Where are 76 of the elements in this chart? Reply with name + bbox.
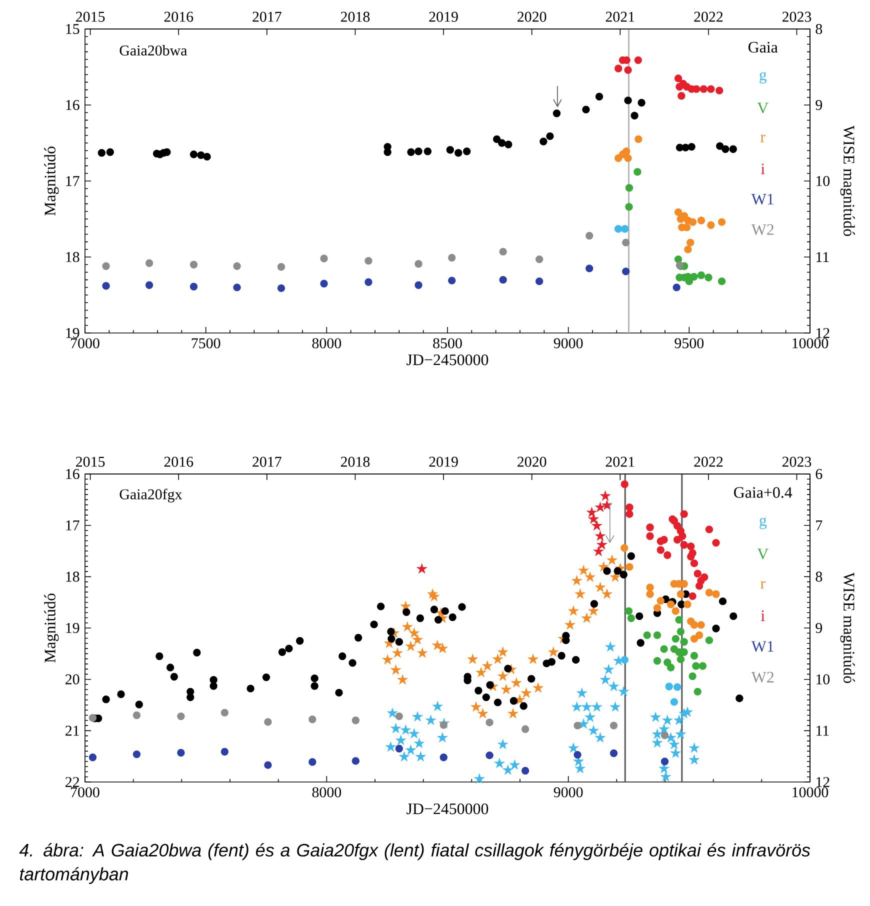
y2-tick-label: 11 [816,252,829,262]
text: Gaia+0.4 [734,487,792,498]
x-tick-label: 8000 [312,338,342,348]
x2-tick-label: 2018 [340,12,370,22]
x-tick-label: 9500 [674,338,704,348]
y-tick-label: 16 [66,100,80,110]
x-axis-title: JD−2450000 [406,354,488,366]
y2-tick-label: 10 [816,674,830,684]
y-tick-label: 22 [66,777,79,787]
x2-tick-label: 2018 [340,456,370,467]
text: Gaia [748,42,778,53]
x-tick-label: 7500 [192,338,220,348]
text: W1 [751,194,774,205]
text: Gaia20bwa [120,45,188,56]
y2-tick-label: 8 [816,24,822,34]
x2-tick-label: 2015 [76,456,105,467]
y2-tick-label: 9 [816,622,822,634]
y2-tick-label: 10 [816,176,830,186]
x-tick-label: 7000 [71,338,100,348]
x2-tick-label: 2023 [782,456,812,467]
text: W2 [751,224,774,236]
text: r [760,134,766,142]
y-tick-label: 16 [66,469,80,480]
y-tick-label: 19 [66,328,80,338]
y2-tick-label: 12 [816,777,830,787]
x2-tick-label: 2017 [252,456,282,467]
y-tick-label: 15 [66,24,80,34]
y2-axis-title: WISE magnitúdó [840,125,855,236]
x2-tick-label: 2021 [606,456,634,467]
y-tick-label: 17 [66,176,80,186]
x-tick-label: 10000 [792,787,828,798]
y-tick-label: 17 [66,520,80,530]
y-tick-label: 21 [66,726,79,736]
x2-tick-label: 2016 [164,456,194,467]
text: V [757,548,768,560]
x2-tick-label: 2015 [76,12,105,22]
y2-tick-label: 7 [816,520,822,530]
x-tick-label: 8000 [312,787,342,798]
x2-tick-label: 2023 [782,12,812,22]
text: W1 [751,641,774,652]
x-tick-label: 7000 [71,787,100,798]
y-tick-label: 20 [66,674,80,684]
y2-tick-label: 12 [816,328,830,338]
x2-tick-label: 2021 [606,12,634,22]
text: g [760,72,767,84]
y-tick-label: 18 [66,572,80,582]
x2-tick-label: 2016 [164,12,194,22]
x2-tick-label: 2022 [694,12,723,22]
x2-tick-label: 2017 [252,12,282,22]
text: r [760,581,766,589]
y-axis-title: Magnitúdó [44,594,59,663]
x-tick-label: 9000 [554,787,583,798]
text: i [760,610,765,621]
y2-tick-label: 8 [816,572,822,582]
y2-tick-label: 11 [816,726,829,736]
x2-tick-label: 2020 [518,456,546,467]
y2-tick-label: 6 [816,469,822,480]
x-tick-label: 8500 [433,338,462,348]
x2-tick-label: 2020 [518,12,546,22]
x2-tick-label: 2019 [429,12,458,22]
text: V [757,102,768,114]
text: 4. ábra: A Gaia20bwa (fent) és a Gaia20fgx (lent) fiatal csillagok fénygörbéje optikai és infravörös tartományban [19,843,810,884]
text: W2 [751,672,774,683]
x2-tick-label: 2022 [694,456,723,467]
x-tick-label: 10000 [792,338,828,348]
text: Gaia20fgx [120,488,182,502]
x-tick-label: 9000 [554,338,583,348]
y-axis-title: Magnitúdó [44,146,59,216]
y-tick-label: 18 [66,252,80,262]
text: i [760,164,765,174]
y2-axis-title: WISE magnitúdó [840,572,855,683]
y2-tick-label: 9 [816,100,822,110]
y-tick-label: 19 [66,622,80,634]
x-axis-title: JD−2450000 [406,803,488,814]
x2-tick-label: 2019 [429,456,458,467]
text: g [760,517,767,530]
